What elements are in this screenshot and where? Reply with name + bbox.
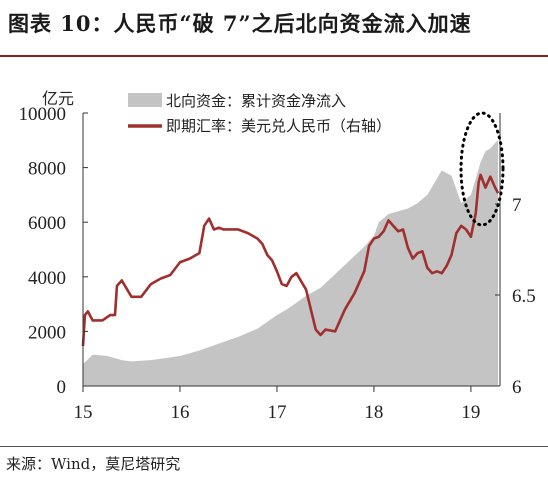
y-left-tick-label: 0	[57, 377, 67, 398]
y-left-tick-label: 10000	[19, 104, 67, 125]
legend-label-area: 北向资金：累计资金净流入	[166, 93, 346, 110]
axes: 0 2000 4000 6000 8000 10000 6 6.5 7 15 16 17 18 19 亿元	[19, 90, 536, 423]
highlight-ellipse	[459, 111, 505, 227]
y-right-tick-label: 7	[512, 195, 522, 216]
x-tick-label: 16	[170, 402, 189, 423]
figure-title: 图表 10：人民币“破 7”之后北向资金流入加速	[8, 11, 472, 36]
y-left-tick-label: 8000	[28, 159, 66, 180]
area-series	[83, 140, 499, 386]
legend-swatch-area	[128, 93, 162, 107]
x-tick-label: 18	[364, 402, 383, 423]
y-left-tick-label: 2000	[28, 322, 66, 343]
y-left-axis-unit: 亿元	[42, 90, 74, 108]
source-note: 来源：Wind，莫尼塔研究	[6, 455, 181, 473]
legend-label-line: 即期汇率：美元兑人民币（右轴）	[166, 118, 391, 135]
y-left-tick-label: 4000	[28, 268, 66, 289]
footer-divider	[0, 446, 548, 447]
title-divider	[0, 55, 548, 57]
x-tick-label: 19	[461, 402, 480, 423]
area-inflow-path	[83, 140, 499, 386]
y-right-tick-label: 6	[512, 377, 522, 398]
y-right-tick-label: 6.5	[512, 286, 536, 307]
y-left-tick-label: 6000	[28, 213, 66, 234]
line-usdcny-path	[81, 173, 500, 347]
x-tick-label: 17	[267, 402, 286, 423]
x-tick-label: 15	[74, 402, 93, 423]
line-series	[81, 173, 500, 347]
